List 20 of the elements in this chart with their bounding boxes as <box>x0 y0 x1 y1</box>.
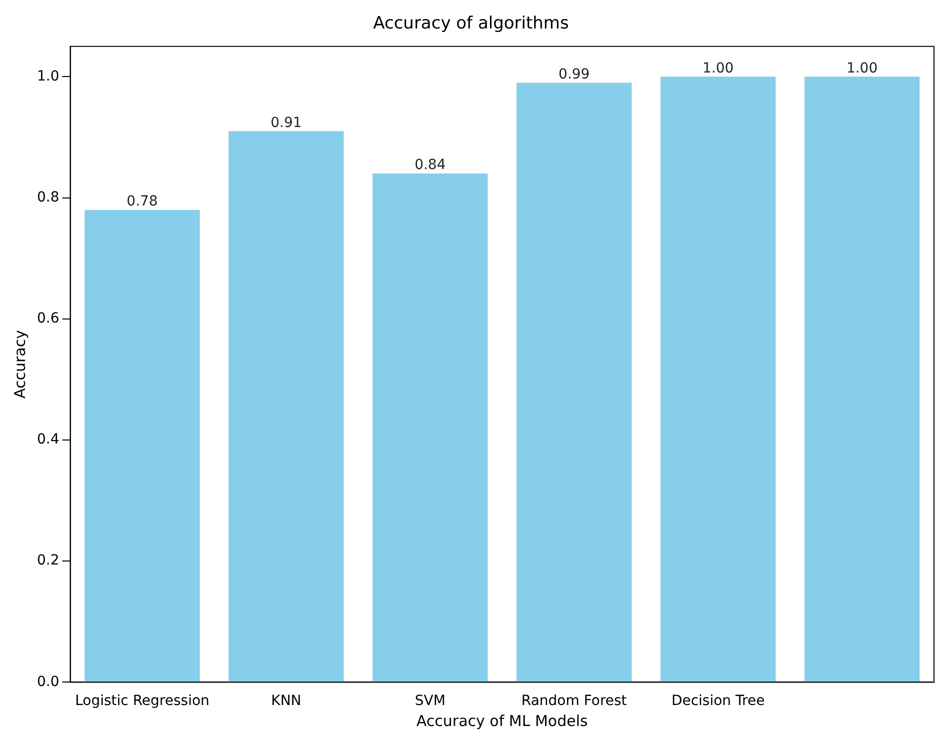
data-label: 0.91 <box>270 114 302 131</box>
y-tick-label: 0.6 <box>37 310 60 327</box>
x-axis-title: Accuracy of ML Models <box>416 712 588 730</box>
data-label: 0.99 <box>558 66 590 82</box>
data-label: 0.84 <box>414 157 446 174</box>
x-tick-label: Random Forest <box>521 693 628 710</box>
x-tick-label: SVM <box>414 693 446 710</box>
y-tick-label: 0.8 <box>37 189 60 206</box>
data-label: 1.00 <box>846 60 878 76</box>
y-tick-label: 0.4 <box>37 432 60 448</box>
chart-title: Accuracy of algorithms <box>373 14 569 34</box>
y-axis-title: Accuracy <box>10 330 29 399</box>
data-label: 1.00 <box>702 60 734 76</box>
y-tick-label: 1.0 <box>37 68 60 84</box>
y-tick-label: 0.0 <box>37 674 60 690</box>
x-tick-label: KNN <box>271 693 302 710</box>
y-tick-label: 0.2 <box>37 552 60 569</box>
x-tick-label: Decision Tree <box>671 693 765 710</box>
data-label: 0.78 <box>126 194 158 210</box>
x-tick-label: Logistic Regression <box>75 693 210 710</box>
